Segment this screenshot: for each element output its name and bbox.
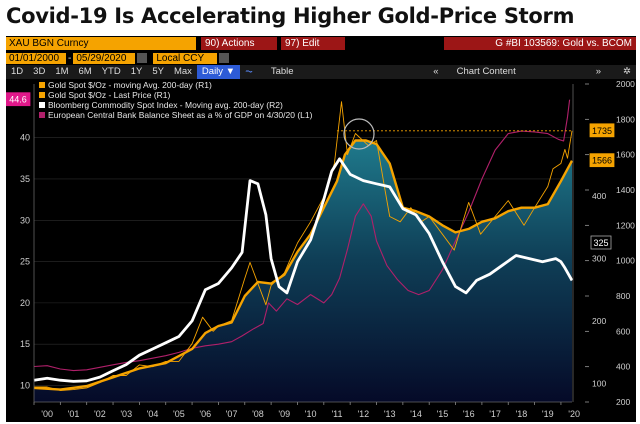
peak-highlight-circle [343,118,375,150]
right-inner-tick-label: 400 [592,191,606,201]
legend-entry: Gold Spot $/Oz - Last Price (R1) [48,90,171,100]
left-tick-label: 20 [20,298,30,308]
gold-ma-tag-box [589,153,615,168]
legend-entry: Bloomberg Commodity Spot Index - Moving … [48,100,283,110]
bcom-tag-box [590,235,612,250]
right-outer-tick-label: 2000 [616,80,635,89]
actions-menu[interactable]: 90) Actions [201,37,277,50]
legend-swatch [39,112,45,118]
x-tick-label: '17 [489,409,501,419]
tab-6m[interactable]: 6M [78,66,92,77]
right-inner-tick-label: 100 [592,378,606,388]
right-outer-tick-label: 400 [616,362,630,372]
tab-5y[interactable]: 5Y [152,66,164,77]
x-tick-label: '13 [384,409,396,419]
expand-icon[interactable]: » [595,66,602,77]
legend-swatch [39,82,45,88]
x-tick-label: '00 [41,409,53,419]
collapse-icon[interactable]: « [433,66,439,77]
tab-ytd[interactable]: YTD [101,66,121,77]
x-tick-label: '14 [410,409,422,419]
x-tick-label: '15 [437,409,449,419]
gear-icon[interactable]: ✲ [623,66,631,77]
legend-swatch [39,92,45,98]
line-chart-icon[interactable]: ⏦ [245,66,253,77]
x-tick-label: '01 [68,409,80,419]
right-outer-tick-label: 800 [616,291,630,301]
edit-menu[interactable]: 97) Edit [281,37,345,50]
right-outer-tick-label: 1600 [616,150,635,160]
right-inner-tick-label: 300 [592,254,606,264]
left-tick-label: 40 [20,133,30,143]
currency-select[interactable]: Local CCY [153,52,218,64]
toolbar-row-2: 01/01/2000 - 05/29/2020 Local CCY [6,52,636,64]
tab-3d[interactable]: 3D [33,66,46,77]
toolbar-row-1: XAU BGN Curncy 90) Actions 97) Edit G #B… [6,36,636,51]
x-tick-label: '04 [147,409,159,419]
gold-ma-tag-label: 1566 [592,156,612,166]
right-outer-tick-label: 200 [616,397,630,407]
ecb-tag-label: 44.6 [9,95,27,105]
end-date-field[interactable]: 05/29/2020 [73,52,136,64]
left-tick-label: 30 [20,215,30,225]
x-tick-label: '03 [120,409,132,419]
x-tick-label: '16 [463,409,475,419]
x-tick-label: '09 [278,409,290,419]
x-tick-label: '07 [226,409,238,419]
right-inner-tick-label: 200 [592,316,606,326]
series-line-gold-spot-oz-last-price [34,101,573,391]
left-tick-label: 10 [20,380,30,390]
period-tabs: 1D 3D 1M 6M YTD 1Y 5Y Max Daily ▼ ⏦ Tabl… [6,65,636,79]
tab-1d[interactable]: 1D [11,66,24,77]
currency-dropdown-icon[interactable] [219,53,230,63]
headline: Covid-19 Is Accelerating Higher Gold-Pri… [6,4,575,28]
x-tick-label: '20 [568,409,580,419]
right-outer-tick-label: 1000 [616,256,635,266]
x-tick-label: '19 [542,409,554,419]
left-tick-label: 35 [20,174,30,184]
right-outer-tick-label: 600 [616,326,630,336]
table-button[interactable]: Table [270,66,294,77]
x-tick-label: '10 [305,409,317,419]
left-tick-label: 25 [20,257,30,267]
x-tick-label: '12 [357,409,369,419]
date-separator: - [68,52,72,64]
gold-last-tag-box [589,123,615,138]
x-tick-label: '18 [516,409,528,419]
x-tick-label: '02 [94,409,106,419]
legend-entry: Gold Spot $/Oz - moving Avg. 200-day (R1… [48,80,212,90]
frequency-select[interactable]: Daily ▼ [196,65,241,79]
start-date-field[interactable]: 01/01/2000 [6,52,66,64]
bcom-tag-label: 325 [593,238,608,248]
legend-entry: European Central Bank Balance Sheet as a… [48,110,313,120]
legend-swatch [39,102,45,108]
ecb-tag-box [6,92,31,107]
calendar-icon[interactable] [137,53,148,63]
chart-content-button[interactable]: Chart Content [456,66,516,77]
tab-max[interactable]: Max [173,66,192,77]
right-outer-tick-label: 1200 [616,220,635,230]
series-line-gold-spot-oz-moving-avg-200-day [33,139,574,391]
gold-area-fill [34,140,572,402]
x-tick-label: '11 [331,409,342,419]
x-tick-label: '08 [252,409,264,419]
x-tick-label: '06 [199,409,211,419]
left-tick-label: 15 [20,339,30,349]
bloomberg-terminal: XAU BGN Curncy 90) Actions 97) Edit G #B… [6,36,636,422]
tab-1m[interactable]: 1M [55,66,69,77]
right-outer-tick-label: 1400 [616,185,635,195]
x-tick-label: '05 [173,409,185,419]
tab-1y[interactable]: 1Y [130,66,143,77]
chart-title: G #BI 103569: Gold vs. BCOM [444,37,636,50]
ticker-field[interactable]: XAU BGN Curncy [6,37,196,50]
right-outer-tick-label: 1800 [616,114,635,124]
series-line-european-central-bank-balance-sheet-as-a-of-gdp [33,99,571,372]
gold-last-tag-label: 1735 [592,126,612,136]
series-line-bloomberg-commodity-spot-index-moving-avg-200-day [33,157,574,383]
